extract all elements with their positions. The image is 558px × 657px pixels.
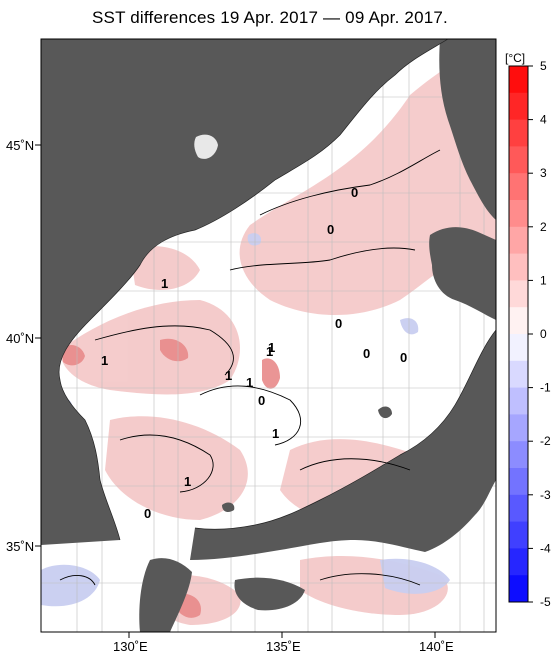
contour-label: 1 — [161, 276, 168, 291]
colorbar-tick-label: -2 — [540, 434, 551, 448]
land-honshu — [190, 330, 496, 560]
land-sakhalin — [439, 39, 496, 220]
chart-title: SST differences 19 Apr. 2017 — 09 Apr. 2… — [92, 8, 448, 27]
contour-label: 0 — [400, 350, 407, 365]
contour-label: 0 — [363, 346, 370, 361]
colorbar-unit: [°C] — [505, 51, 525, 65]
contour-lines — [59, 149, 441, 586]
contour-label: 1 — [225, 368, 232, 383]
lon-label: 140˚E — [419, 639, 454, 654]
colorbar-step — [509, 253, 528, 281]
cold-anomaly-patches — [41, 233, 450, 607]
colorbar-tick-label: -3 — [540, 488, 551, 502]
contour-label: 1 — [268, 340, 275, 355]
land-continent — [41, 39, 448, 545]
colorbar-step — [509, 226, 528, 255]
colorbar-tick-label: -4 — [540, 541, 551, 555]
contour-label: 1 — [266, 344, 273, 359]
colorbar-tick-label: 1 — [540, 273, 547, 287]
colorbar-step — [509, 146, 528, 174]
lat-label: 35˚N — [6, 539, 34, 554]
colorbar-tick-label: 5 — [540, 59, 547, 73]
lon-labels: 130˚E 135˚E 140˚E — [113, 632, 454, 654]
lat-labels: 45˚N 40˚N 35˚N — [6, 138, 41, 554]
colorbar-tick-label: 0 — [540, 327, 547, 341]
land-kyushu — [139, 558, 192, 632]
contour-label-group: 1 0 1 1 0 1 1 0 1 0 0 1 1 0 0 — [101, 185, 407, 521]
land — [41, 39, 496, 632]
colorbar-step — [509, 387, 528, 415]
colorbar-tick-label: 2 — [540, 220, 547, 234]
contour-label: 0 — [144, 506, 151, 521]
land-hokkaido — [429, 227, 496, 320]
colorbar-step — [509, 200, 528, 228]
contour-label: 1 — [101, 353, 108, 368]
colorbar-tick-label: 4 — [540, 113, 547, 127]
lon-label: 130˚E — [113, 639, 148, 654]
colorbar-step — [509, 119, 528, 147]
colorbar-step — [509, 92, 528, 121]
contour-label: 0 — [335, 316, 342, 331]
contour-label: 1 — [272, 426, 279, 441]
contour-label: 1 — [184, 474, 191, 489]
colorbar-step — [509, 414, 528, 442]
contour-label: 0 — [351, 185, 358, 200]
colorbar-tick-label: -5 — [540, 595, 551, 609]
lon-label: 135˚E — [266, 639, 301, 654]
map-area — [41, 39, 496, 632]
colorbar-tick-label: -1 — [540, 381, 551, 395]
lat-label: 45˚N — [6, 138, 34, 153]
colorbar-step — [509, 66, 528, 94]
colorbar-step — [509, 441, 528, 469]
colorbar-step — [509, 575, 528, 603]
lake-khanka — [194, 134, 218, 159]
colorbar-step — [509, 548, 528, 576]
lat-label: 40˚N — [6, 331, 34, 346]
colorbar-step — [509, 173, 528, 201]
contour-label: 1 — [246, 375, 253, 390]
map-frame — [40, 38, 497, 633]
colorbar-tick-label: 3 — [540, 166, 547, 180]
colorbar: [°C] 5 4 3 2 1 0 -1 -2 -3 -4 -5 — [505, 51, 551, 609]
colorbar-step — [509, 307, 528, 335]
land-shikoku — [234, 577, 305, 611]
strong-warm-patches — [62, 338, 280, 618]
colorbar-step — [509, 280, 528, 308]
land-oki — [222, 502, 235, 513]
colorbar-step — [509, 494, 528, 523]
colorbar-step — [509, 360, 528, 389]
contour-label: 0 — [258, 393, 265, 408]
colorbar-step — [509, 334, 528, 362]
contour-label: 0 — [327, 222, 334, 237]
colorbar-step — [509, 521, 528, 549]
land-sado — [378, 406, 392, 419]
coastline — [58, 39, 496, 541]
colorbar-ticks: 5 4 3 2 1 0 -1 -2 -3 -4 -5 — [528, 59, 551, 609]
colorbar-step — [509, 468, 528, 496]
colorbar-steps — [509, 66, 528, 603]
